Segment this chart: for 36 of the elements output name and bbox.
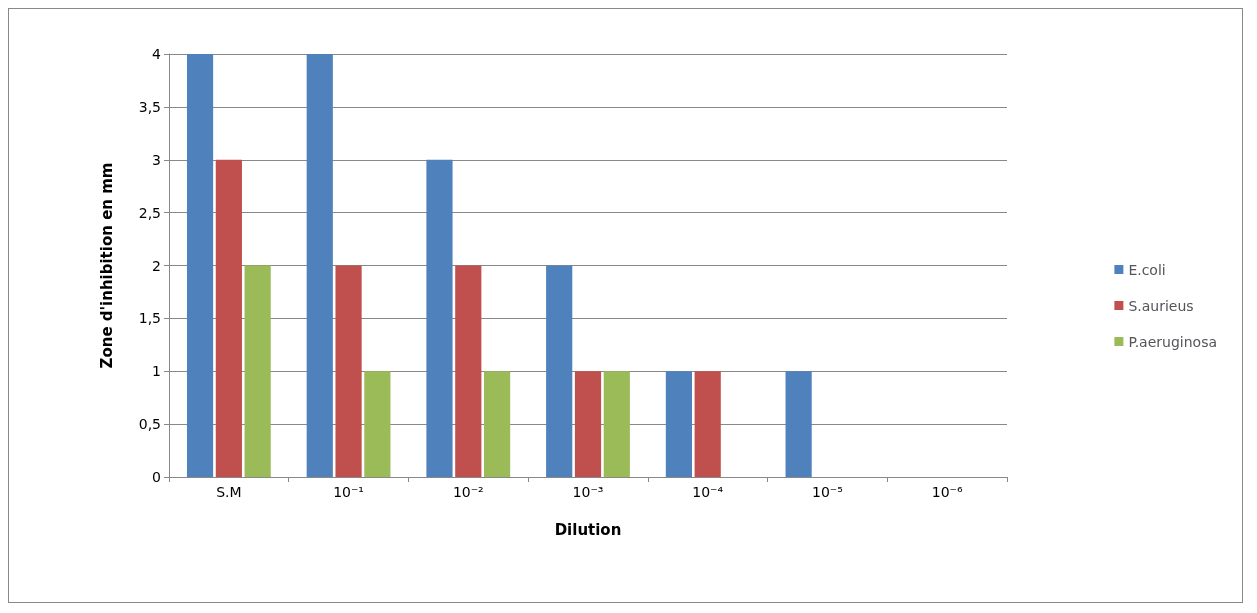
x-tick-label: 10⁻⁶ bbox=[931, 484, 963, 500]
y-tick-label: 3,5 bbox=[138, 98, 161, 115]
y-tick-label: 1,5 bbox=[138, 310, 161, 327]
y-tick-label: 0 bbox=[152, 469, 161, 485]
bar bbox=[665, 371, 692, 477]
y-tick-label: 2,5 bbox=[138, 204, 161, 221]
bar bbox=[455, 265, 482, 477]
bar bbox=[215, 159, 242, 477]
y-tick-label: 4 bbox=[152, 46, 162, 62]
bar bbox=[306, 54, 333, 477]
x-tick-label: 10⁻² bbox=[452, 484, 484, 500]
legend-label: S.aurieus bbox=[1128, 297, 1194, 314]
bar bbox=[335, 265, 362, 477]
x-tick-label: 10⁻⁴ bbox=[692, 484, 724, 500]
y-tick-label: 1 bbox=[152, 363, 161, 380]
bar bbox=[364, 371, 391, 477]
bar bbox=[426, 159, 453, 477]
x-tick-label: 10⁻⁵ bbox=[812, 484, 843, 500]
x-axis-title: Dilution bbox=[554, 520, 622, 539]
bar bbox=[574, 371, 602, 477]
x-tick-label: 10⁻¹ bbox=[333, 484, 364, 500]
bar bbox=[785, 371, 812, 477]
x-tick-label: S.M bbox=[216, 484, 242, 500]
legend-label: E.coli bbox=[1128, 261, 1166, 278]
y-tick-label: 2 bbox=[152, 257, 161, 274]
y-tick-label: 3 bbox=[152, 151, 161, 168]
bar bbox=[603, 371, 630, 477]
bar bbox=[186, 54, 214, 477]
x-tick-label: 10⁻³ bbox=[572, 484, 604, 500]
legend-label: P.aeruginosa bbox=[1128, 333, 1217, 350]
bar bbox=[484, 371, 511, 477]
bar bbox=[546, 265, 573, 477]
bar bbox=[694, 371, 721, 477]
y-axis-title: Zone d'inhibition en mm bbox=[97, 162, 116, 369]
bar bbox=[244, 265, 271, 477]
y-tick-label: 0,5 bbox=[138, 416, 161, 433]
